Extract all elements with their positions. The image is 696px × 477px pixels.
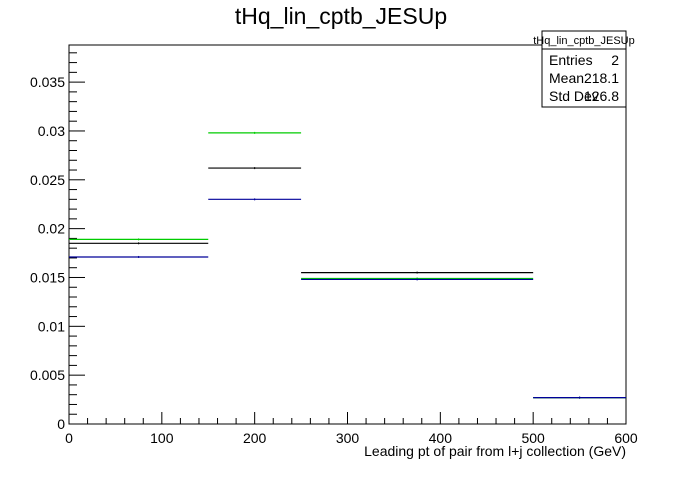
stats-stddev-value: 126.8: [584, 88, 619, 104]
chart-title: tHq_lin_cptb_JESUp: [235, 3, 447, 29]
stats-box: tHq_lin_cptb_JESUp Entries 2 Mean 218.1 …: [533, 30, 635, 108]
series-2: [69, 198, 626, 399]
stats-box-frame: [541, 30, 627, 108]
y-tick-label: 0.01: [38, 318, 65, 334]
y-minor-ticks: [69, 52, 77, 415]
x-tick-label: 600: [614, 430, 638, 446]
x-tick-label: 500: [521, 430, 545, 446]
series-layer: [69, 131, 626, 399]
y-tick-label: 0.025: [30, 172, 65, 188]
stats-box-title: tHq_lin_cptb_JESUp: [533, 35, 635, 47]
y-tick-label: 0.015: [30, 269, 65, 285]
stats-entries-value: 2: [611, 52, 619, 68]
x-tick-label: 300: [336, 430, 360, 446]
stats-mean-label: Mean: [549, 70, 584, 86]
y-axis-ticks: 0 0.005 0.01 0.015 0.02 0.025 0.03 0.035: [30, 74, 85, 432]
x-tick-label: 0: [65, 430, 73, 446]
x-tick-label: 200: [243, 430, 267, 446]
stats-entries-label: Entries: [549, 52, 593, 68]
x-axis-label: Leading pt of pair from l+j collection (…: [364, 443, 626, 459]
y-tick-label: 0.03: [38, 123, 65, 139]
x-axis-ticks: 0 100 200 300 400 500 600: [65, 412, 638, 446]
y-tick-label: 0: [57, 416, 65, 432]
stats-stddev-label: Std Dev: [549, 88, 599, 104]
x-tick-label: 100: [150, 430, 174, 446]
x-tick-label: 400: [429, 430, 453, 446]
y-tick-label: 0.005: [30, 367, 65, 383]
x-minor-ticks: [87, 418, 608, 424]
series-0: [69, 167, 626, 399]
series-1: [69, 131, 626, 399]
y-tick-label: 0.035: [30, 74, 65, 90]
stats-mean-value: 218.1: [584, 70, 619, 86]
y-tick-label: 0.02: [38, 221, 65, 237]
